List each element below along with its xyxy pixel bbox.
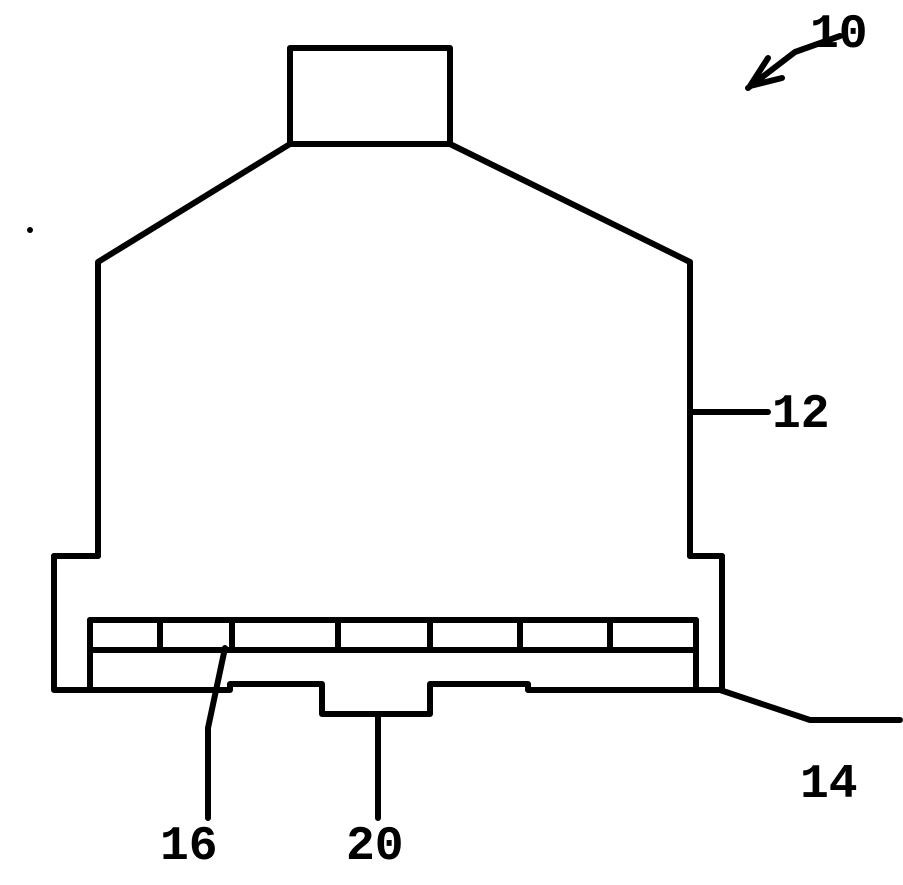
ref-label-20: 20 <box>346 820 404 874</box>
leader-14 <box>720 690 900 720</box>
ref-label-10: 10 <box>810 8 868 62</box>
base-frame-outer <box>54 556 722 714</box>
ref-label-14: 14 <box>800 758 858 812</box>
diagram-canvas <box>0 0 903 885</box>
vessel-neck <box>290 48 450 144</box>
artifact-dot <box>27 227 33 233</box>
ref-label-12: 12 <box>772 388 830 442</box>
ref-label-16: 16 <box>160 820 218 874</box>
vessel-body <box>98 144 690 556</box>
leader-16 <box>208 648 225 818</box>
